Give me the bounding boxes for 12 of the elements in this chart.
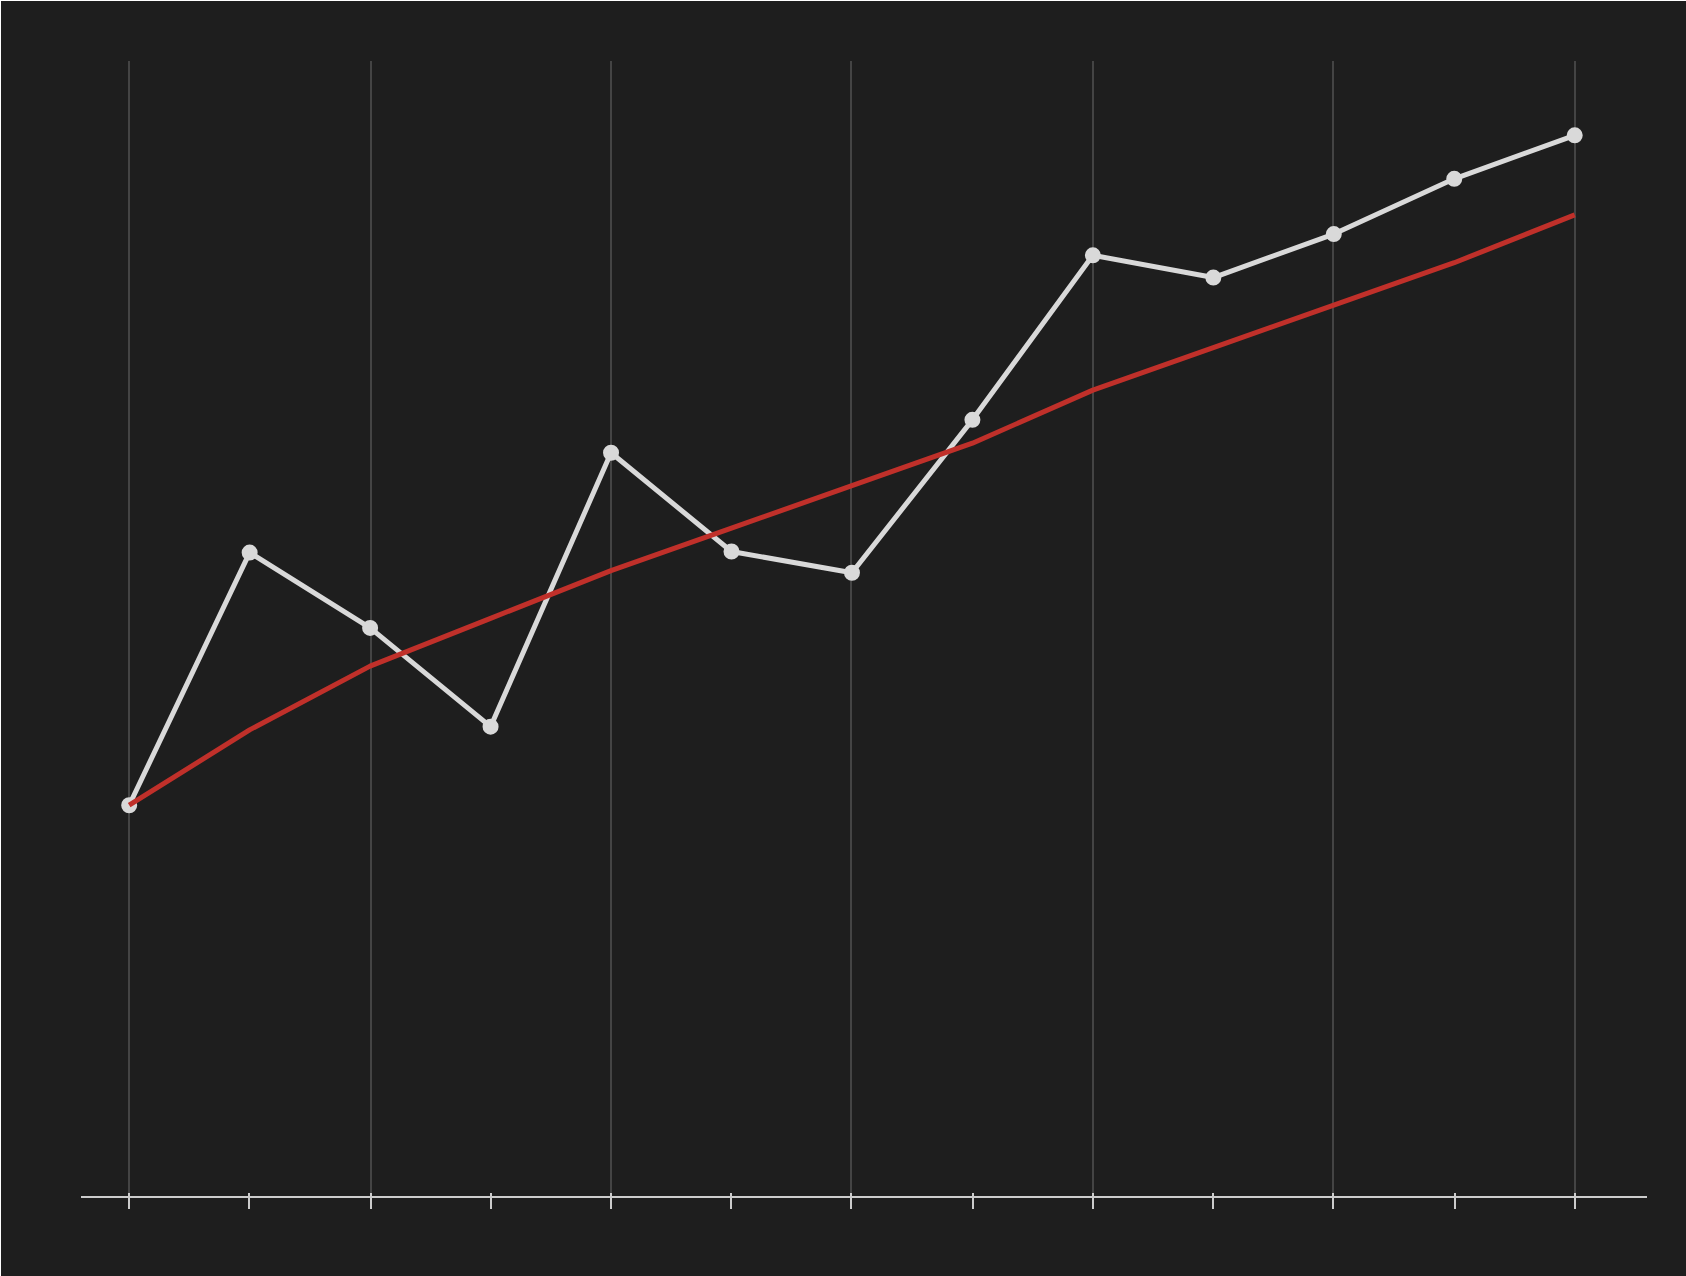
point <box>1325 226 1342 243</box>
point <box>723 543 740 560</box>
point <box>843 564 860 581</box>
point <box>1084 247 1101 264</box>
point <box>964 411 981 428</box>
point <box>603 444 620 461</box>
point <box>1446 170 1463 187</box>
point <box>1566 127 1583 144</box>
point <box>1205 269 1222 286</box>
point <box>241 544 258 561</box>
point <box>362 619 379 636</box>
point <box>482 718 499 735</box>
